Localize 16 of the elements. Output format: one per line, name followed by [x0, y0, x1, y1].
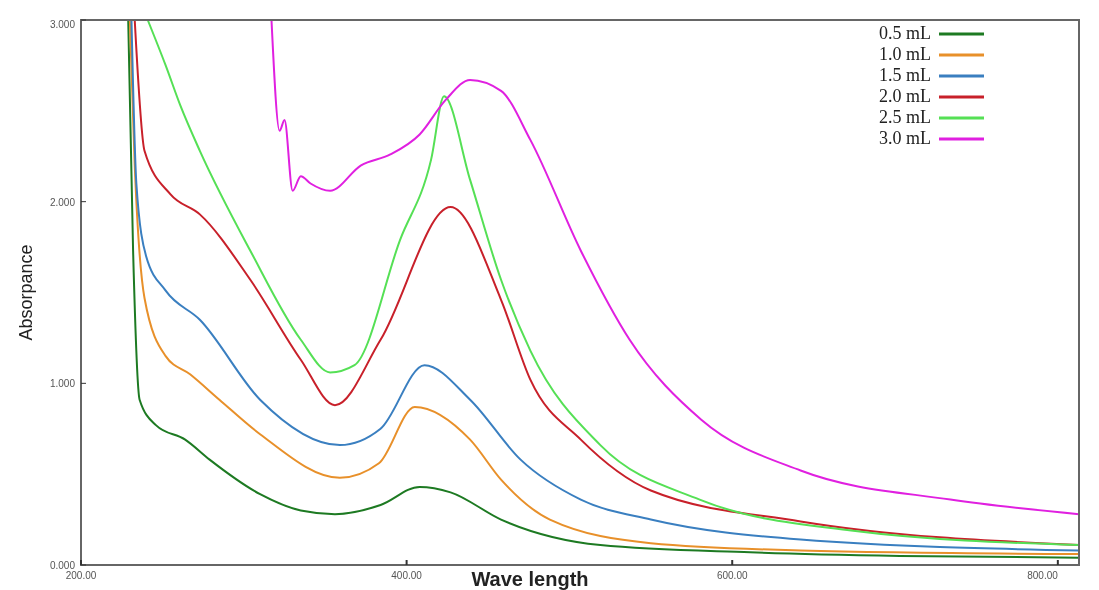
x-tick-label: 600.00: [716, 570, 748, 581]
legend-label: 0.5 mL: [879, 23, 931, 43]
x-tick-label: 200.00: [65, 570, 97, 581]
legend-label: 2.0 mL: [879, 86, 931, 106]
y-tick-label: 2.000: [49, 196, 76, 208]
legend-label: 1.0 mL: [879, 44, 931, 64]
legend-label: 2.5 mL: [879, 107, 931, 127]
legend-label: 1.5 mL: [879, 65, 931, 85]
y-tick-label: 3.000: [49, 19, 76, 30]
y-axis-title: Absorpance: [16, 244, 36, 341]
x-tick-label: 800.00: [1027, 570, 1059, 581]
legend-label: 3.0 mL: [879, 128, 931, 148]
x-tick-label: 400.00: [391, 570, 423, 581]
y-tick-label: 1.000: [49, 378, 76, 390]
y-tick-label: 0.000: [49, 560, 76, 571]
x-axis-title: Wave length: [471, 568, 589, 590]
